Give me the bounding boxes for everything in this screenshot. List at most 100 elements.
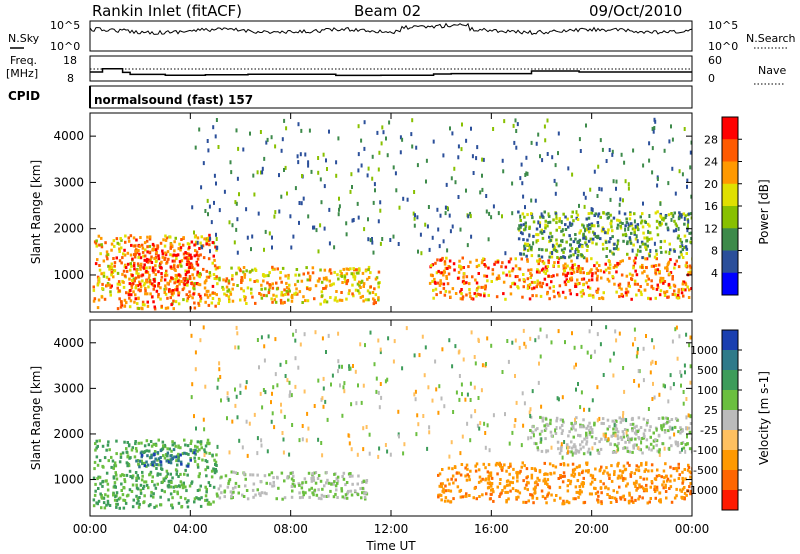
data-cell (570, 247, 574, 251)
data-cell (560, 229, 563, 233)
data-cell (179, 453, 182, 457)
data-cell (438, 384, 441, 389)
data-cell (533, 441, 536, 445)
data-cell (451, 131, 454, 136)
data-cell (547, 274, 550, 278)
data-cell (377, 390, 380, 395)
data-cell (569, 254, 572, 258)
data-cell (669, 373, 672, 378)
data-cell (578, 243, 582, 247)
data-cell (145, 439, 149, 443)
data-cell (589, 293, 592, 297)
data-cell (680, 495, 683, 499)
data-cell (620, 292, 623, 296)
data-cell (213, 458, 216, 462)
data-cell (394, 171, 397, 176)
data-cell (148, 250, 152, 254)
data-cell (560, 442, 563, 447)
data-cell (496, 276, 499, 280)
data-cell (573, 443, 576, 447)
data-cell (169, 289, 172, 293)
data-cell (243, 295, 246, 299)
data-cell (532, 433, 535, 438)
data-cell (469, 438, 472, 443)
data-cell (616, 444, 619, 448)
data-cell (662, 480, 666, 484)
data-cell (178, 242, 181, 246)
data-cell (676, 356, 679, 361)
data-cell (596, 498, 599, 502)
data-cell (130, 448, 134, 452)
data-cell (631, 429, 634, 433)
data-cell (154, 273, 157, 277)
data-cell (189, 442, 193, 445)
freq-label-1: Freq. (10, 54, 37, 67)
data-cell (594, 492, 598, 496)
data-cell (536, 483, 539, 487)
data-cell (689, 266, 692, 270)
data-cell (589, 226, 592, 230)
data-cell (651, 397, 654, 401)
data-cell (115, 499, 119, 502)
data-cell (388, 120, 391, 125)
data-cell (625, 221, 629, 224)
data-cell (174, 236, 177, 240)
data-cell (562, 499, 565, 503)
data-cell (585, 281, 588, 285)
data-cell (282, 450, 285, 455)
data-cell (611, 451, 615, 454)
data-cell (384, 443, 387, 447)
data-cell (177, 455, 180, 459)
data-cell (549, 251, 552, 255)
data-cell (589, 482, 593, 486)
data-cell (624, 227, 627, 232)
data-cell (609, 213, 612, 217)
data-cell (684, 283, 688, 287)
data-cell (612, 252, 615, 256)
data-cell (521, 391, 524, 396)
data-cell (530, 140, 533, 145)
data-cell (670, 500, 674, 504)
data-cell (314, 471, 318, 474)
data-cell (110, 266, 114, 270)
data-cell (663, 476, 666, 480)
data-cell (594, 437, 598, 440)
data-cell (199, 253, 202, 257)
data-cell (159, 463, 163, 467)
data-cell (648, 254, 651, 258)
data-cell (160, 266, 163, 270)
power-colorbar-tick-label: 24 (704, 156, 718, 169)
data-cell (234, 200, 237, 205)
data-cell (325, 495, 329, 498)
data-cell (594, 235, 598, 238)
data-cell (547, 491, 550, 495)
data-cell (539, 215, 542, 219)
data-cell (356, 482, 359, 486)
power-colorbar-swatch (722, 272, 738, 296)
data-cell (599, 237, 602, 241)
data-cell (154, 260, 158, 264)
data-cell (312, 476, 315, 480)
data-cell (569, 267, 572, 271)
data-cell (529, 276, 532, 279)
power-colorbar-swatch (722, 228, 738, 251)
data-cell (216, 494, 219, 498)
data-cell (342, 385, 345, 390)
data-cell (361, 480, 364, 484)
data-cell (168, 460, 171, 464)
data-cell (518, 278, 521, 282)
data-cell (445, 182, 448, 187)
data-cell (441, 482, 444, 486)
data-cell (669, 386, 672, 391)
data-cell (579, 149, 582, 153)
data-cell (302, 493, 305, 497)
data-cell (352, 275, 355, 279)
data-cell (687, 463, 690, 467)
data-cell (335, 290, 338, 293)
data-cell (218, 298, 221, 302)
data-cell (613, 496, 617, 500)
data-cell (615, 179, 618, 184)
data-cell (336, 481, 339, 485)
data-cell (585, 434, 588, 438)
data-cell (525, 467, 529, 471)
